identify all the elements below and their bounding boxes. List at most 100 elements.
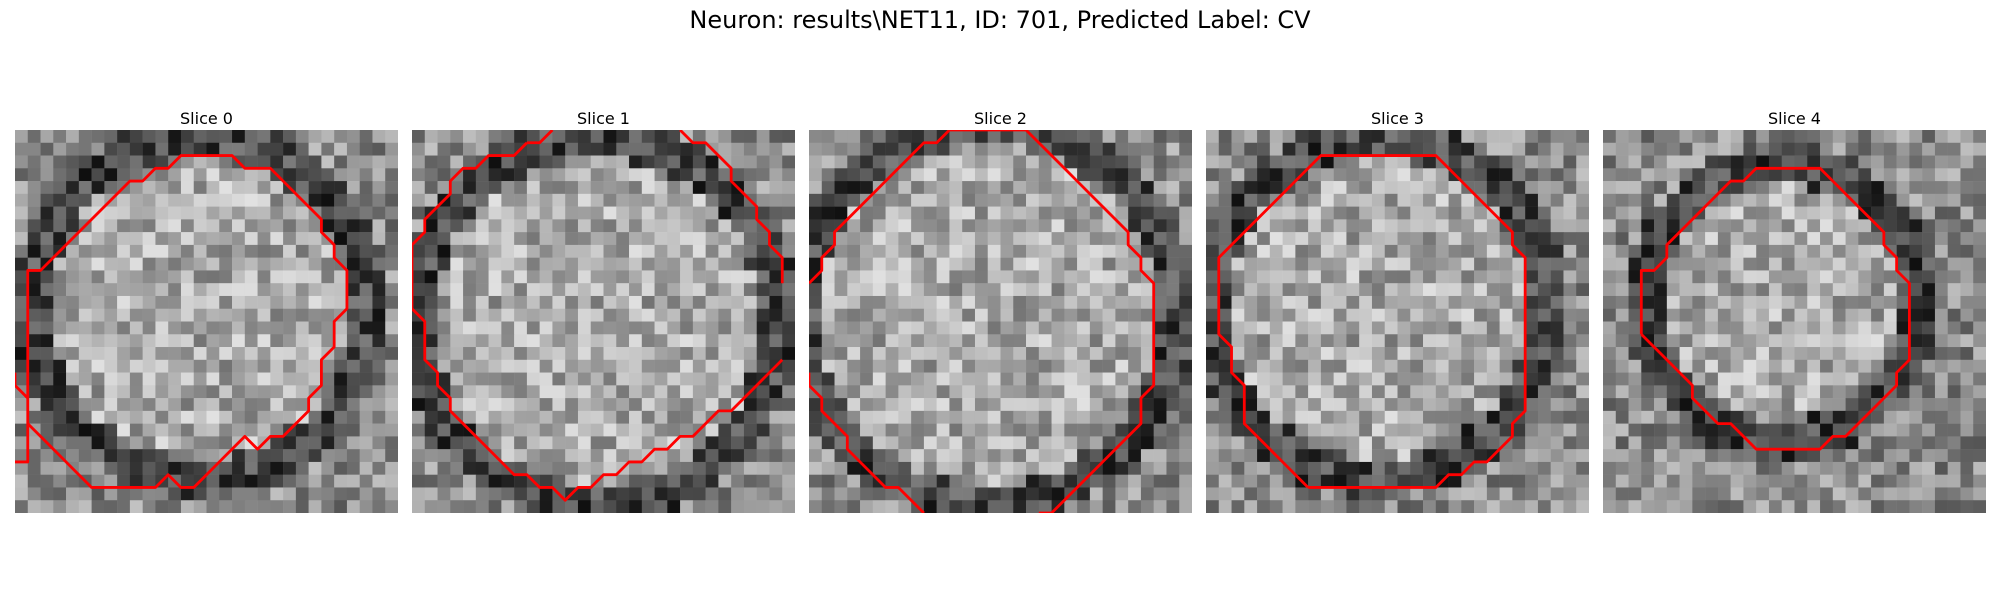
image-pixel: [974, 321, 988, 335]
image-pixel: [1115, 398, 1129, 412]
image-pixel: [1102, 410, 1116, 424]
image-pixel: [1218, 474, 1232, 488]
image-pixel: [514, 206, 528, 220]
image-pixel: [1231, 193, 1245, 207]
image-pixel: [15, 283, 29, 297]
image-pixel: [1743, 142, 1757, 156]
image-pixel: [1499, 410, 1513, 424]
image-pixel: [1550, 372, 1564, 386]
image-pixel: [1359, 130, 1373, 144]
image-pixel: [911, 474, 925, 488]
image-pixel: [1051, 142, 1065, 156]
image-pixel: [1563, 283, 1577, 297]
image-pixel: [526, 487, 540, 501]
image-pixel: [501, 347, 515, 361]
image-pixel: [539, 219, 553, 233]
image-pixel: [641, 270, 655, 284]
image-pixel: [168, 500, 182, 513]
image-pixel: [1461, 372, 1475, 386]
image-pixel: [1474, 321, 1488, 335]
image-pixel: [1013, 232, 1027, 246]
image-pixel: [1179, 385, 1192, 399]
image-pixel: [1858, 347, 1872, 361]
image-pixel: [1768, 232, 1782, 246]
image-pixel: [1320, 321, 1334, 335]
image-pixel: [1115, 449, 1129, 463]
image-pixel: [1615, 308, 1629, 322]
image-pixel: [987, 308, 1001, 322]
image-pixel: [334, 487, 348, 501]
image-pixel: [809, 500, 823, 513]
image-pixel: [1026, 398, 1040, 412]
image-pixel: [1832, 155, 1846, 169]
image-pixel: [1934, 206, 1948, 220]
image-pixel: [1845, 334, 1859, 348]
image-pixel: [539, 334, 553, 348]
image-pixel: [1474, 359, 1488, 373]
image-pixel: [308, 372, 322, 386]
image-pixel: [526, 193, 540, 207]
image-pixel: [1244, 308, 1258, 322]
image-pixel: [590, 461, 604, 475]
image-pixel: [475, 398, 489, 412]
image-pixel: [1371, 155, 1385, 169]
image-pixel: [308, 474, 322, 488]
image-pixel: [1512, 334, 1526, 348]
image-pixel: [1871, 283, 1885, 297]
image-pixel: [270, 410, 284, 424]
image-pixel: [1537, 308, 1551, 322]
image-pixel: [1768, 347, 1782, 361]
image-pixel: [1550, 193, 1564, 207]
image-pixel: [295, 232, 309, 246]
image-pixel: [667, 423, 681, 437]
image-pixel: [1858, 321, 1872, 335]
image-pixel: [1730, 181, 1744, 195]
image-pixel: [1537, 321, 1551, 335]
image-pixel: [1359, 487, 1373, 501]
image-pixel: [450, 385, 464, 399]
image-pixel: [1153, 270, 1167, 284]
image-pixel: [1013, 283, 1027, 297]
image-pixel: [66, 295, 80, 309]
image-pixel: [577, 155, 591, 169]
image-pixel: [1768, 372, 1782, 386]
image-pixel: [936, 359, 950, 373]
image-pixel: [1525, 206, 1539, 220]
image-pixel: [1525, 359, 1539, 373]
image-pixel: [1486, 423, 1500, 437]
image-pixel: [1537, 168, 1551, 182]
image-pixel: [385, 372, 398, 386]
image-pixel: [911, 385, 925, 399]
image-pixel: [1717, 244, 1731, 258]
image-pixel: [949, 168, 963, 182]
image-pixel: [1218, 487, 1232, 501]
image-pixel: [847, 347, 861, 361]
image-pixel: [1397, 334, 1411, 348]
image-pixel: [488, 219, 502, 233]
image-pixel: [1295, 219, 1309, 233]
image-pixel: [692, 193, 706, 207]
image-pixel: [552, 372, 566, 386]
image-pixel: [295, 359, 309, 373]
image-pixel: [1909, 410, 1923, 424]
image-pixel: [782, 321, 795, 335]
image-pixel: [1960, 219, 1974, 233]
image-pixel: [1486, 321, 1500, 335]
image-pixel: [1666, 347, 1680, 361]
image-pixel: [1179, 461, 1192, 475]
image-pixel: [1486, 283, 1500, 297]
image-pixel: [129, 257, 143, 271]
image-pixel: [501, 142, 515, 156]
image-pixel: [117, 130, 131, 144]
image-pixel: [1384, 410, 1398, 424]
image-pixel: [936, 308, 950, 322]
image-pixel: [1525, 385, 1539, 399]
image-pixel: [1013, 142, 1027, 156]
image-pixel: [565, 232, 579, 246]
image-pixel: [1153, 410, 1167, 424]
image-pixel: [1768, 500, 1782, 513]
image-pixel: [1474, 244, 1488, 258]
image-pixel: [1244, 155, 1258, 169]
image-pixel: [66, 410, 80, 424]
image-pixel: [308, 193, 322, 207]
